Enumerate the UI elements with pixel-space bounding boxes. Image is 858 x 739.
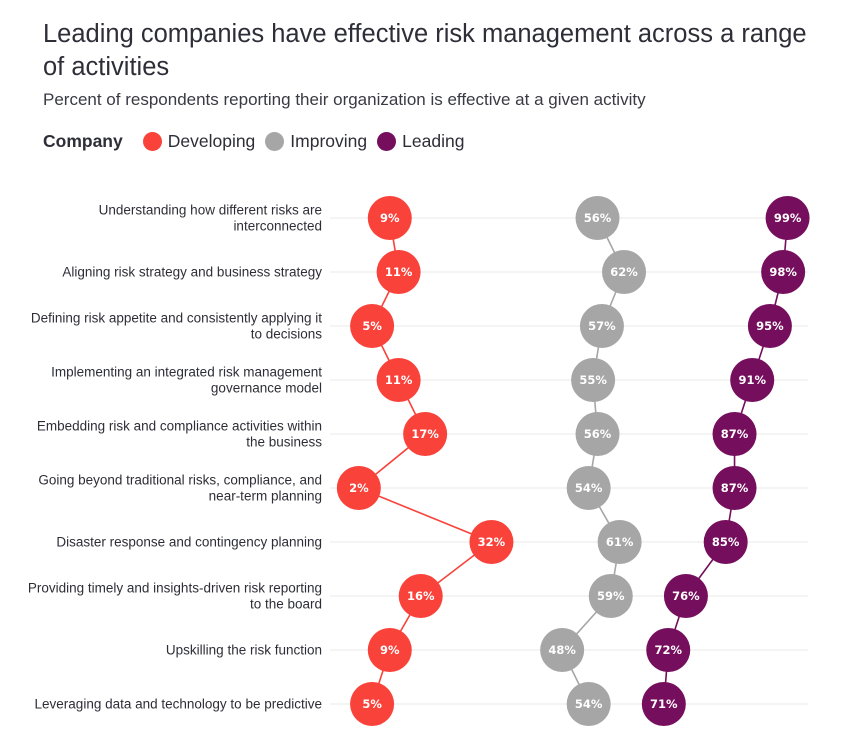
category-label-9: Upskilling the risk function [165, 642, 322, 658]
data-label-leading: 71% [650, 697, 678, 711]
dot-developing [403, 412, 448, 456]
data-label-improving: 54% [575, 481, 603, 495]
category-label-8: Providing timely and insights-driven ris… [27, 580, 322, 612]
data-label-developing: 11% [385, 373, 413, 387]
category-label-7: Disaster response and contingency planni… [56, 534, 322, 550]
dot-leading [712, 466, 757, 510]
category-label-6: Going beyond traditional risks, complian… [38, 472, 322, 504]
data-label-developing: 11% [385, 265, 413, 279]
dot-improving [566, 466, 611, 510]
legend-item-improving: Improving [265, 131, 367, 152]
category-label-2: Aligning risk strategy and business stra… [62, 264, 322, 280]
dot-developing [376, 250, 421, 294]
series-line-improving [561, 217, 625, 705]
legend-dot-leading-icon [377, 132, 397, 151]
data-label-leading: 99% [774, 211, 802, 225]
dot-developing [469, 520, 514, 564]
data-label-improving: 54% [575, 697, 603, 711]
data-label-improving: 59% [597, 589, 625, 603]
category-label-4: Implementing an integrated risk manageme… [51, 364, 322, 396]
dot-developing [336, 466, 381, 510]
dot-improving [588, 574, 633, 618]
dot-improving [575, 412, 620, 456]
data-label-leading: 95% [756, 319, 784, 333]
dot-improving [602, 250, 647, 294]
series-line-developing [357, 217, 494, 705]
dot-leading [663, 574, 708, 618]
dot-developing [398, 574, 443, 618]
legend-title: Company [43, 131, 123, 151]
dot-developing [367, 196, 412, 240]
dot-leading [747, 304, 792, 348]
chart-title: Leading companies have effective risk ma… [43, 20, 807, 81]
legend-item-leading: Leading [377, 131, 464, 152]
category-label-10: Leveraging data and technology to be pre… [34, 696, 322, 712]
dot-leading [730, 358, 775, 402]
dot-leading [761, 250, 806, 294]
data-label-leading: 98% [769, 265, 797, 279]
legend-item-developing: Developing [142, 131, 256, 152]
data-label-leading: 72% [654, 643, 682, 657]
dot-improving [566, 682, 611, 726]
dot-leading [646, 628, 691, 672]
data-label-leading: 87% [721, 427, 749, 441]
legend-label-leading: Leading [402, 131, 465, 151]
data-label-developing: 5% [362, 697, 382, 711]
data-label-improving: 57% [588, 319, 616, 333]
dot-developing [376, 358, 421, 402]
data-label-improving: 48% [548, 643, 576, 657]
dot-improving [597, 520, 642, 564]
data-label-developing: 9% [380, 211, 400, 225]
data-label-developing: 9% [380, 643, 400, 657]
dot-improving [575, 196, 620, 240]
dot-developing [367, 628, 412, 672]
data-label-developing: 17% [411, 427, 439, 441]
legend: Company Developing Improving Leading [43, 131, 474, 152]
data-label-developing: 16% [407, 589, 435, 603]
data-label-improving: 55% [579, 373, 607, 387]
data-label-developing: 5% [362, 319, 382, 333]
legend-dot-improving-icon [265, 132, 285, 151]
dot-developing [350, 304, 395, 348]
chart-subtitle: Percent of respondents reporting their o… [43, 90, 646, 109]
category-label-1: Understanding how different risks are in… [98, 202, 322, 234]
dot-leading [703, 520, 748, 564]
data-label-improving: 62% [610, 265, 638, 279]
series-line-leading [663, 217, 789, 705]
data-label-leading: 85% [712, 535, 740, 549]
data-label-leading: 87% [721, 481, 749, 495]
dot-leading [641, 682, 686, 726]
data-label-leading: 91% [738, 373, 766, 387]
data-label-developing: 32% [478, 535, 506, 549]
data-label-leading: 76% [672, 589, 700, 603]
dot-improving [579, 304, 624, 348]
category-label-3: Defining risk appetite and consistently … [30, 310, 322, 342]
legend-label-improving: Improving [290, 131, 368, 151]
dot-leading [712, 412, 757, 456]
legend-dot-developing-icon [142, 132, 162, 151]
data-label-improving: 56% [584, 427, 612, 441]
category-label-5: Embedding risk and compliance activities… [36, 418, 322, 450]
data-label-developing: 2% [349, 481, 369, 495]
dot-developing [350, 682, 395, 726]
dot-improving [540, 628, 585, 672]
dot-improving [571, 358, 616, 402]
dot-leading [765, 196, 810, 240]
data-label-improving: 61% [606, 535, 634, 549]
row-labels: Understanding how different risks are in… [0, 0, 330, 739]
data-label-improving: 56% [584, 211, 612, 225]
legend-label-developing: Developing [167, 131, 256, 151]
